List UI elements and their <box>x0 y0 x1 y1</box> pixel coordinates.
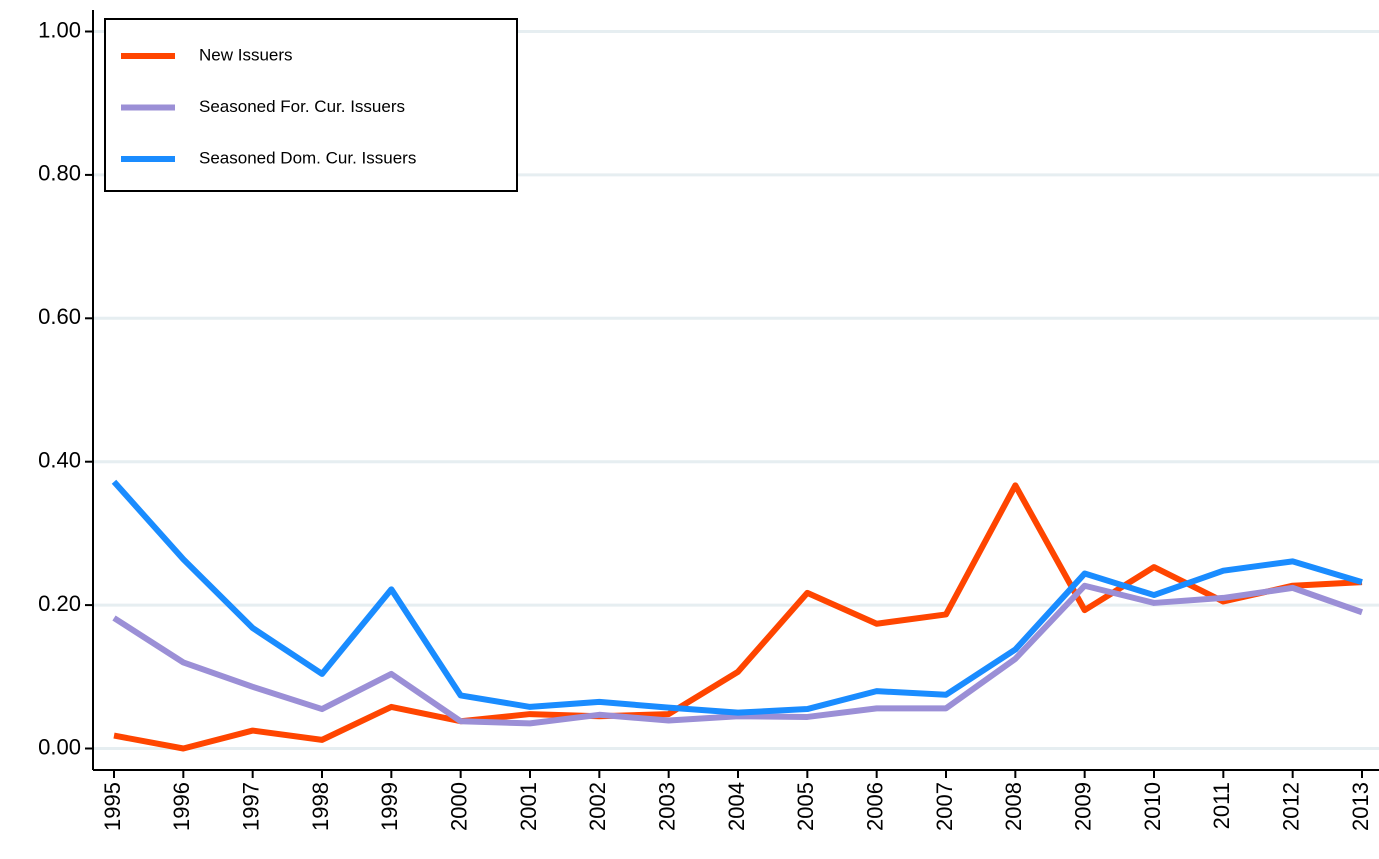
x-tick-label: 2001 <box>516 782 541 831</box>
x-tick-label: 1999 <box>377 782 402 831</box>
x-tick-label: 1996 <box>169 782 194 831</box>
x-tick-label: 2002 <box>585 782 610 831</box>
x-tick-label: 1998 <box>308 782 333 831</box>
x-tick-label: 2005 <box>793 782 818 831</box>
y-tick-label: 0.60 <box>38 304 81 329</box>
legend-label: New Issuers <box>199 45 293 64</box>
legend-label: Seasoned For. Cur. Issuers <box>199 97 405 116</box>
x-tick-label: 2009 <box>1070 782 1095 831</box>
y-tick-label: 1.00 <box>38 17 81 42</box>
y-tick-label: 0.80 <box>38 161 81 186</box>
x-tick-label: 2000 <box>446 782 471 831</box>
series-line <box>111 479 1363 716</box>
y-tick-label: 0.00 <box>38 734 81 759</box>
legend-label: Seasoned Dom. Cur. Issuers <box>199 148 416 167</box>
x-tick-label: 2010 <box>1140 782 1165 831</box>
x-tick-label: 1997 <box>238 782 263 831</box>
series-line <box>112 582 1363 727</box>
x-tick-label: 2003 <box>654 782 679 831</box>
series-line <box>113 482 1363 752</box>
x-tick-label: 2013 <box>1348 782 1373 831</box>
x-tick-label: 1995 <box>100 782 125 831</box>
x-tick-label: 2011 <box>1209 782 1234 829</box>
x-tick-label: 2004 <box>724 782 749 831</box>
legend: New Issuers Seasoned For. Cur. Issuers Sea… <box>104 18 518 192</box>
x-tick-label: 2012 <box>1278 782 1303 831</box>
x-tick-label: 2008 <box>1001 782 1026 831</box>
x-tick-label: 2007 <box>932 782 957 831</box>
y-tick-label: 0.20 <box>38 591 81 616</box>
x-tick-label: 2006 <box>862 782 887 831</box>
y-tick-label: 0.40 <box>38 448 81 473</box>
